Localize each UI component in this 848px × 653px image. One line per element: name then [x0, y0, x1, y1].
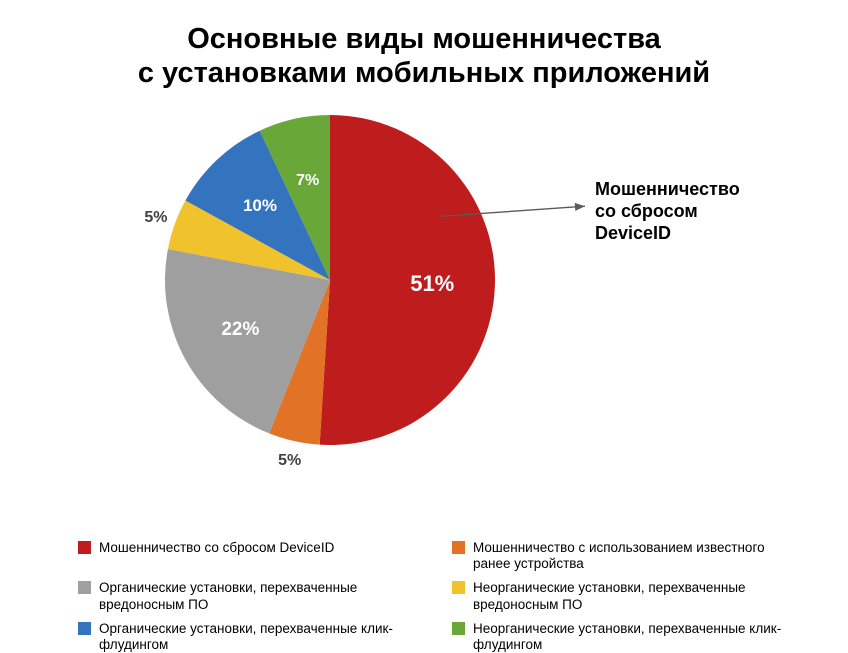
legend-label: Органические установки, перехваченные вр…	[99, 580, 424, 612]
pct-known_device: 5%	[278, 452, 301, 470]
callout-line-2: со сбросом	[595, 201, 740, 223]
title-line-1: Основные виды мошенничества	[0, 22, 848, 56]
slice-deviceid_reset	[320, 115, 495, 445]
callout-label: Мошенничество со сбросом DeviceID	[595, 179, 740, 245]
legend-item: Органические установки, перехваченные вр…	[78, 580, 424, 612]
legend-swatch	[452, 622, 465, 635]
pct-nonorg_malware: 5%	[144, 209, 167, 227]
legend-swatch	[78, 622, 91, 635]
legend-swatch	[452, 541, 465, 554]
legend-label: Мошенничество с использованием известног…	[473, 540, 798, 572]
legend-item: Неорганические установки, перехваченные …	[452, 621, 798, 653]
pie-svg	[0, 90, 848, 510]
legend-swatch	[78, 581, 91, 594]
legend-swatch	[78, 541, 91, 554]
legend-item: Неорганические установки, перехваченные …	[452, 580, 798, 612]
legend-swatch	[452, 581, 465, 594]
callout-line-1: Мошенничество	[595, 179, 740, 201]
legend-item: Мошенничество с использованием известног…	[452, 540, 798, 572]
legend-label: Неорганические установки, перехваченные …	[473, 580, 798, 612]
legend-label: Органические установки, перехваченные кл…	[99, 621, 424, 653]
callout-line-3: DeviceID	[595, 223, 740, 245]
legend-item: Органические установки, перехваченные кл…	[78, 621, 424, 653]
pct-organic_click: 10%	[243, 196, 277, 216]
legend-label: Неорганические установки, перехваченные …	[473, 621, 798, 653]
pct-organic_malware: 22%	[221, 319, 259, 341]
pct-deviceid_reset: 51%	[410, 271, 454, 297]
chart-title: Основные виды мошенничества с установкам…	[0, 0, 848, 90]
title-line-2: с установками мобильных приложений	[0, 56, 848, 90]
legend: Мошенничество со сбросом DeviceID Мошенни…	[78, 540, 798, 653]
legend-item: Мошенничество со сбросом DeviceID	[78, 540, 424, 572]
pct-nonorg_click: 7%	[296, 172, 319, 190]
legend-label: Мошенничество со сбросом DeviceID	[99, 540, 334, 556]
pie-chart: 51% 5% 22% 5% 10% 7% Мошенничество со сбросом…	[0, 90, 848, 510]
